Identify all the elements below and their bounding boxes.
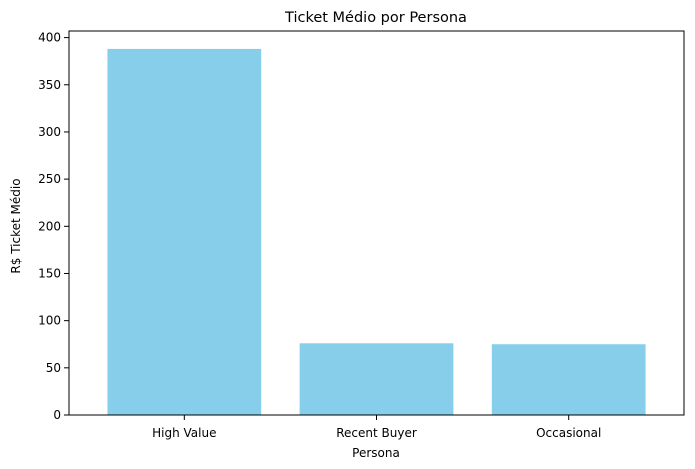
- bar: [107, 48, 262, 416]
- x-tick-label: Occasional: [536, 426, 601, 440]
- plot-frame: [68, 30, 685, 416]
- y-tick-label: 250: [38, 172, 61, 186]
- y-tick-label: 350: [38, 78, 61, 92]
- y-tick-label: 50: [46, 361, 61, 375]
- bar: [491, 344, 646, 415]
- y-tick-label: 100: [38, 314, 61, 328]
- bar: [299, 343, 454, 415]
- y-tick-label: 300: [38, 125, 61, 139]
- y-tick-label: 0: [53, 408, 61, 422]
- x-tick-label: High Value: [152, 426, 216, 440]
- y-tick-label: 200: [38, 219, 61, 233]
- x-axis-label: Persona: [352, 446, 400, 460]
- y-tick-label: 150: [38, 266, 61, 280]
- plot-area: 0 50 100 150 200 250 300 350 400 High Value Recent…: [38, 30, 685, 440]
- x-tick-label: Recent Buyer: [336, 426, 417, 440]
- chart-title: Ticket Médio por Persona: [284, 10, 467, 26]
- y-tick-label: 400: [38, 31, 61, 45]
- y-axis-label: R$ Ticket Médio: [9, 178, 23, 273]
